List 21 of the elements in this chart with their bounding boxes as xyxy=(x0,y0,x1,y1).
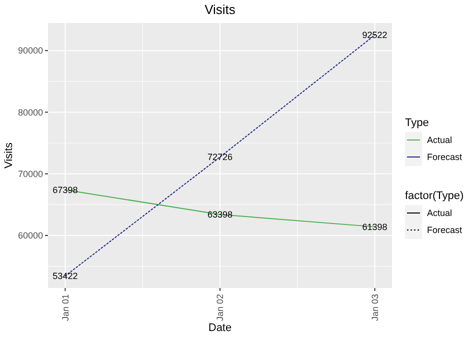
y-tick-label: 90000 xyxy=(18,46,43,56)
y-tick-label: 60000 xyxy=(18,230,43,241)
chart-title: Visits xyxy=(204,2,236,17)
legend-title: Type xyxy=(405,117,429,129)
x-axis-title: Date xyxy=(208,322,232,334)
text: Actual xyxy=(427,208,452,218)
data-label: 53422 xyxy=(52,271,78,282)
legend-label: Forecast xyxy=(427,152,463,162)
x-tick-label: Jan 02 xyxy=(215,294,226,322)
y-axis-title: Visits xyxy=(3,142,15,169)
legend-label: Actual xyxy=(427,135,452,146)
text: factor(Type) xyxy=(405,190,464,202)
data-label: 72726 xyxy=(207,152,233,162)
x-tick-label: Jan 03 xyxy=(370,294,380,322)
text: Forecast xyxy=(427,225,462,236)
data-label: 92522 xyxy=(362,30,388,40)
data-label: 67398 xyxy=(52,184,78,195)
y-tick-label: 80000 xyxy=(18,107,43,118)
y-tick-label: 70000 xyxy=(18,168,43,179)
data-label: 61398 xyxy=(362,222,388,232)
x-tick-label: Jan 01 xyxy=(60,294,70,322)
